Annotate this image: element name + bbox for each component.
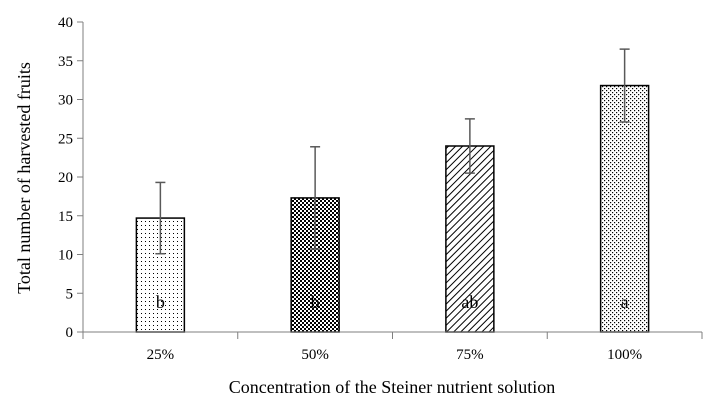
x-tick-label: 100% — [607, 347, 642, 363]
significance-letter: b — [156, 292, 165, 312]
y-tick-label: 30 — [58, 93, 73, 109]
y-tick-label: 20 — [58, 170, 73, 186]
y-tick-label: 5 — [66, 286, 74, 302]
y-tick-label: 0 — [66, 325, 74, 341]
significance-letter: a — [621, 292, 629, 312]
y-axis: 0 5 10 15 20 25 30 35 40 — [58, 15, 84, 341]
y-tick-label: 15 — [58, 209, 73, 225]
x-axis-title: Concentration of the Steiner nutrient so… — [229, 377, 555, 397]
y-tick-label: 25 — [58, 131, 73, 147]
significance-letter: b — [311, 292, 320, 312]
y-tick-label: 35 — [58, 54, 73, 70]
x-axis: 25% 50% 75% 100% — [82, 331, 703, 363]
y-axis-title-group: Total number of harvested fruits — [14, 62, 34, 294]
x-tick-label: 25% — [147, 347, 175, 363]
bars-layer: b b ab a — [135, 48, 650, 333]
x-tick-label: 50% — [301, 347, 329, 363]
y-axis-title: Total number of harvested fruits — [14, 62, 34, 294]
y-tick-label: 10 — [58, 248, 73, 264]
x-tick-label: 75% — [456, 347, 484, 363]
significance-letter: ab — [461, 292, 478, 312]
y-tick-label: 40 — [58, 15, 73, 31]
bar-100% — [599, 84, 650, 333]
